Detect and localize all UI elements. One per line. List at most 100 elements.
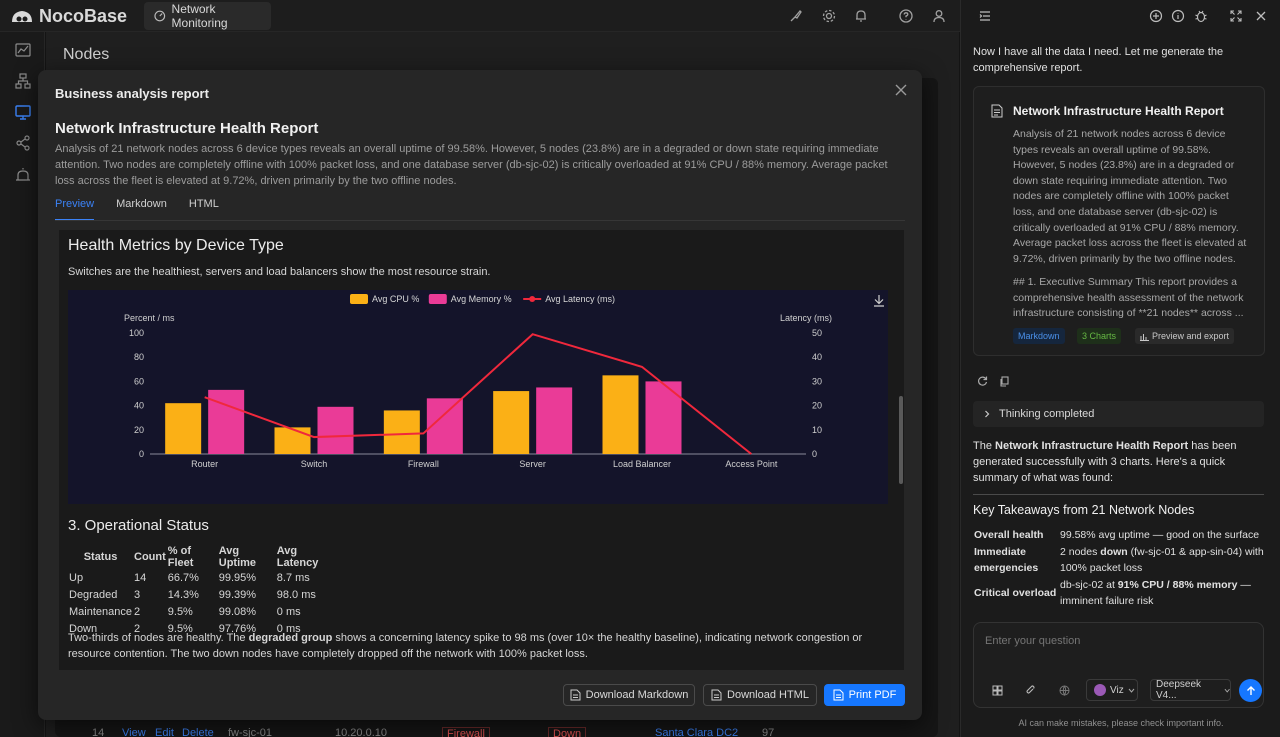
report-card-text: Analysis of 21 network nodes across 6 de…	[1013, 128, 1247, 265]
row-ip: 10.20.0.10	[335, 727, 387, 737]
table-row: Up 14 66.7% 99.95% 8.7 ms	[68, 569, 340, 586]
takeaways-table: Overall health 99.58% avg uptime — good …	[973, 528, 1269, 610]
legend-label: Avg Latency (ms)	[545, 294, 615, 304]
help-icon[interactable]	[898, 8, 914, 24]
cell: Up	[69, 571, 84, 584]
agent-select[interactable]: Viz	[1086, 679, 1138, 701]
share-icon[interactable]	[14, 134, 32, 152]
x-tick-label: Server	[519, 459, 546, 469]
print-pdf-button[interactable]: Print PDF	[824, 684, 905, 706]
report-modal: Business analysis report Network Infrast…	[38, 70, 922, 720]
value-bold: 91% CPU / 88% memory	[1117, 579, 1238, 591]
table-row: Maintenance 2 9.5% 99.08% 0 ms	[68, 603, 340, 620]
user-icon[interactable]	[931, 8, 947, 24]
bar-avg-cpu	[165, 403, 202, 454]
edit-link[interactable]: Edit	[155, 727, 174, 737]
send-button[interactable]	[1239, 679, 1262, 702]
preview-export-label: Preview and export	[1152, 331, 1230, 341]
monitor-icon[interactable]	[14, 103, 32, 121]
app-tab-label: Network Monitoring	[171, 2, 228, 30]
takeaway-row: Overall health 99.58% avg uptime — good …	[973, 528, 1269, 545]
report-card[interactable]: Network Infrastructure Health Report Ana…	[973, 86, 1265, 356]
section-text: Switches are the healthiest, servers and…	[68, 266, 491, 278]
add-icon[interactable]	[1149, 9, 1163, 23]
question-input[interactable]	[985, 635, 1255, 647]
cell: Degraded	[69, 588, 118, 601]
topology-icon[interactable]	[14, 72, 32, 90]
modal-title: Business analysis report	[55, 86, 209, 101]
download-markdown-label: Download Markdown	[585, 689, 689, 701]
logo-icon	[12, 10, 32, 22]
ops-header-row: Status Count % of Fleet Avg Uptime Avg L…	[68, 545, 340, 569]
y-tick-label-right: 30	[812, 376, 822, 386]
download-html-label: Download HTML	[727, 689, 809, 701]
ops-header: % of Fleet	[167, 545, 194, 569]
value-text: (fw-sjc-01 & app-sin-04) with 100% packe…	[1060, 546, 1264, 574]
tab-markdown[interactable]: Markdown	[116, 198, 167, 210]
globe-icon[interactable]	[1059, 685, 1070, 696]
takeaways-title: Key Takeaways from 21 Network Nodes	[973, 503, 1195, 517]
bug-icon[interactable]	[1194, 9, 1208, 23]
download-html-button[interactable]: Download HTML	[703, 684, 817, 706]
ops-text: shows a concerning latency spike to 98 m…	[68, 632, 863, 660]
bar-avg-cpu	[274, 427, 311, 454]
close-icon[interactable]	[894, 83, 908, 97]
takeaway-row: Critical overload db-sjc-02 at 91% CPU /…	[973, 578, 1269, 610]
tab-bar: Preview Markdown HTML	[55, 198, 219, 221]
table-row: 14 View Edit Delete fw-sjc-01 10.20.0.10…	[55, 718, 938, 737]
thinking-collapse[interactable]: Thinking completed	[973, 401, 1264, 427]
preview-export-tag[interactable]: Preview and export	[1135, 328, 1235, 344]
model-select[interactable]: Deepseek V4...	[1150, 679, 1231, 701]
brand-name: NocoBase	[39, 6, 128, 26]
ops-paragraph: Two-thirds of nodes are healthy. The deg…	[68, 630, 888, 662]
expand-icon[interactable]	[1229, 9, 1243, 23]
info-icon[interactable]	[1171, 9, 1185, 23]
attachment-icon[interactable]	[1025, 685, 1036, 696]
refresh-icon[interactable]	[977, 376, 988, 387]
grid-icon[interactable]	[992, 685, 1003, 696]
report-preview[interactable]: Health Metrics by Device Type Switches a…	[59, 230, 904, 670]
bar-avg-memory	[536, 387, 573, 454]
markdown-tag: Markdown	[1013, 328, 1065, 344]
brush-icon[interactable]	[788, 8, 804, 24]
alarm-icon[interactable]	[14, 166, 32, 184]
value-text: db-sjc-02 at	[1060, 579, 1118, 591]
takeaway-row: Immediate emergencies 2 nodes down (fw-s…	[973, 545, 1269, 578]
file-icon	[570, 689, 581, 701]
tab-html[interactable]: HTML	[188, 198, 219, 210]
y-axis-label-right: Latency (ms)	[780, 313, 832, 323]
ops-title: 3. Operational Status	[68, 517, 209, 534]
close-icon[interactable]	[1254, 9, 1268, 23]
legend-swatch	[350, 294, 368, 304]
download-icon[interactable]	[874, 295, 884, 307]
nocobase-logo[interactable]: NocoBase	[10, 6, 127, 27]
delete-link[interactable]: Delete	[182, 727, 214, 737]
bell-icon[interactable]	[853, 8, 869, 24]
type-badge: Firewall	[442, 727, 490, 737]
scrollbar-thumb[interactable]	[899, 396, 903, 484]
settings-icon[interactable]	[821, 8, 837, 24]
cell: 2	[134, 622, 141, 635]
chart-icon[interactable]	[14, 41, 32, 59]
y-axis-label-left: Percent / ms	[124, 313, 175, 323]
charts-tag: 3 Charts	[1077, 328, 1122, 344]
view-link[interactable]: View	[122, 727, 146, 737]
app-tab-network-monitoring[interactable]: Network Monitoring	[144, 2, 271, 30]
menu-icon[interactable]	[978, 9, 992, 23]
cell: 2	[134, 605, 141, 618]
section-title: Health Metrics by Device Type	[68, 237, 284, 254]
download-markdown-button[interactable]: Download Markdown	[563, 684, 695, 706]
row-count: 14	[92, 727, 105, 737]
takeaway-key: Immediate emergencies	[974, 546, 1039, 574]
cell: 99.95%	[218, 571, 257, 584]
copy-icon[interactable]	[999, 376, 1010, 387]
tab-divider	[55, 220, 905, 221]
preview-scrollbar[interactable]	[898, 230, 904, 670]
legend-swatch	[428, 294, 447, 304]
bar-avg-memory	[426, 398, 463, 454]
summary-divider	[973, 494, 1264, 495]
tab-preview[interactable]: Preview	[55, 198, 95, 221]
chevron-down-icon	[1128, 688, 1135, 693]
panel-toolbar	[961, 0, 1280, 32]
takeaway-value: db-sjc-02 at 91% CPU / 88% memory — immi…	[1060, 578, 1270, 609]
